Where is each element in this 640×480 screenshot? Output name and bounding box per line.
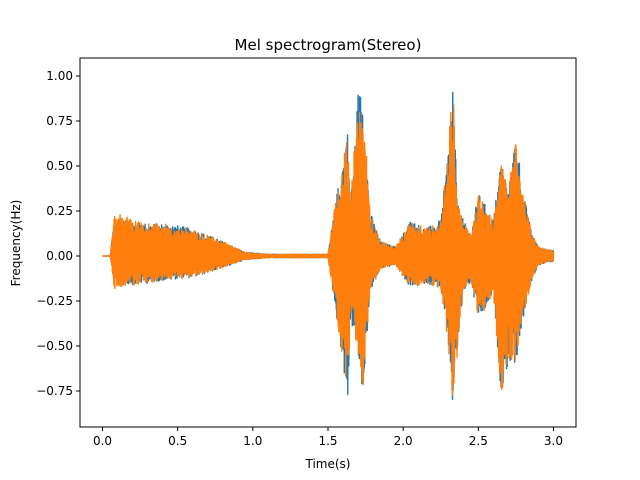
plot-area	[102, 91, 555, 400]
x-axis-label: Time(s)	[305, 457, 351, 471]
y-tick-label: 0.50	[46, 159, 73, 173]
x-tick-label: 1.5	[318, 434, 337, 448]
x-axis-ticks: 0.0 0.5 1.0 1.5 2.0 2.5 3.0	[93, 427, 563, 448]
x-tick-label: 1.0	[243, 434, 262, 448]
y-tick-label: 1.00	[46, 69, 73, 83]
series-layer	[102, 91, 555, 400]
x-tick-label: 2.5	[469, 434, 488, 448]
y-tick-label: −0.25	[36, 294, 73, 308]
series-line-2	[102, 105, 555, 397]
chart-title: Mel spectrogram(Stereo)	[235, 36, 422, 54]
x-tick-label: 2.0	[394, 434, 413, 448]
y-tick-label: 0.75	[46, 114, 73, 128]
y-tick-label: −0.50	[36, 339, 73, 353]
y-tick-label: 0.00	[46, 249, 73, 263]
x-tick-label: 3.0	[544, 434, 563, 448]
y-axis-label: Frequency(Hz)	[9, 200, 23, 287]
y-axis-ticks: −0.75 −0.50 −0.25 0.00 0.25 0.50 0.75 1.00	[36, 69, 80, 398]
y-tick-label: 0.25	[46, 204, 73, 218]
x-tick-label: 0.5	[168, 434, 187, 448]
y-tick-label: −0.75	[36, 384, 73, 398]
x-tick-label: 0.0	[93, 434, 112, 448]
